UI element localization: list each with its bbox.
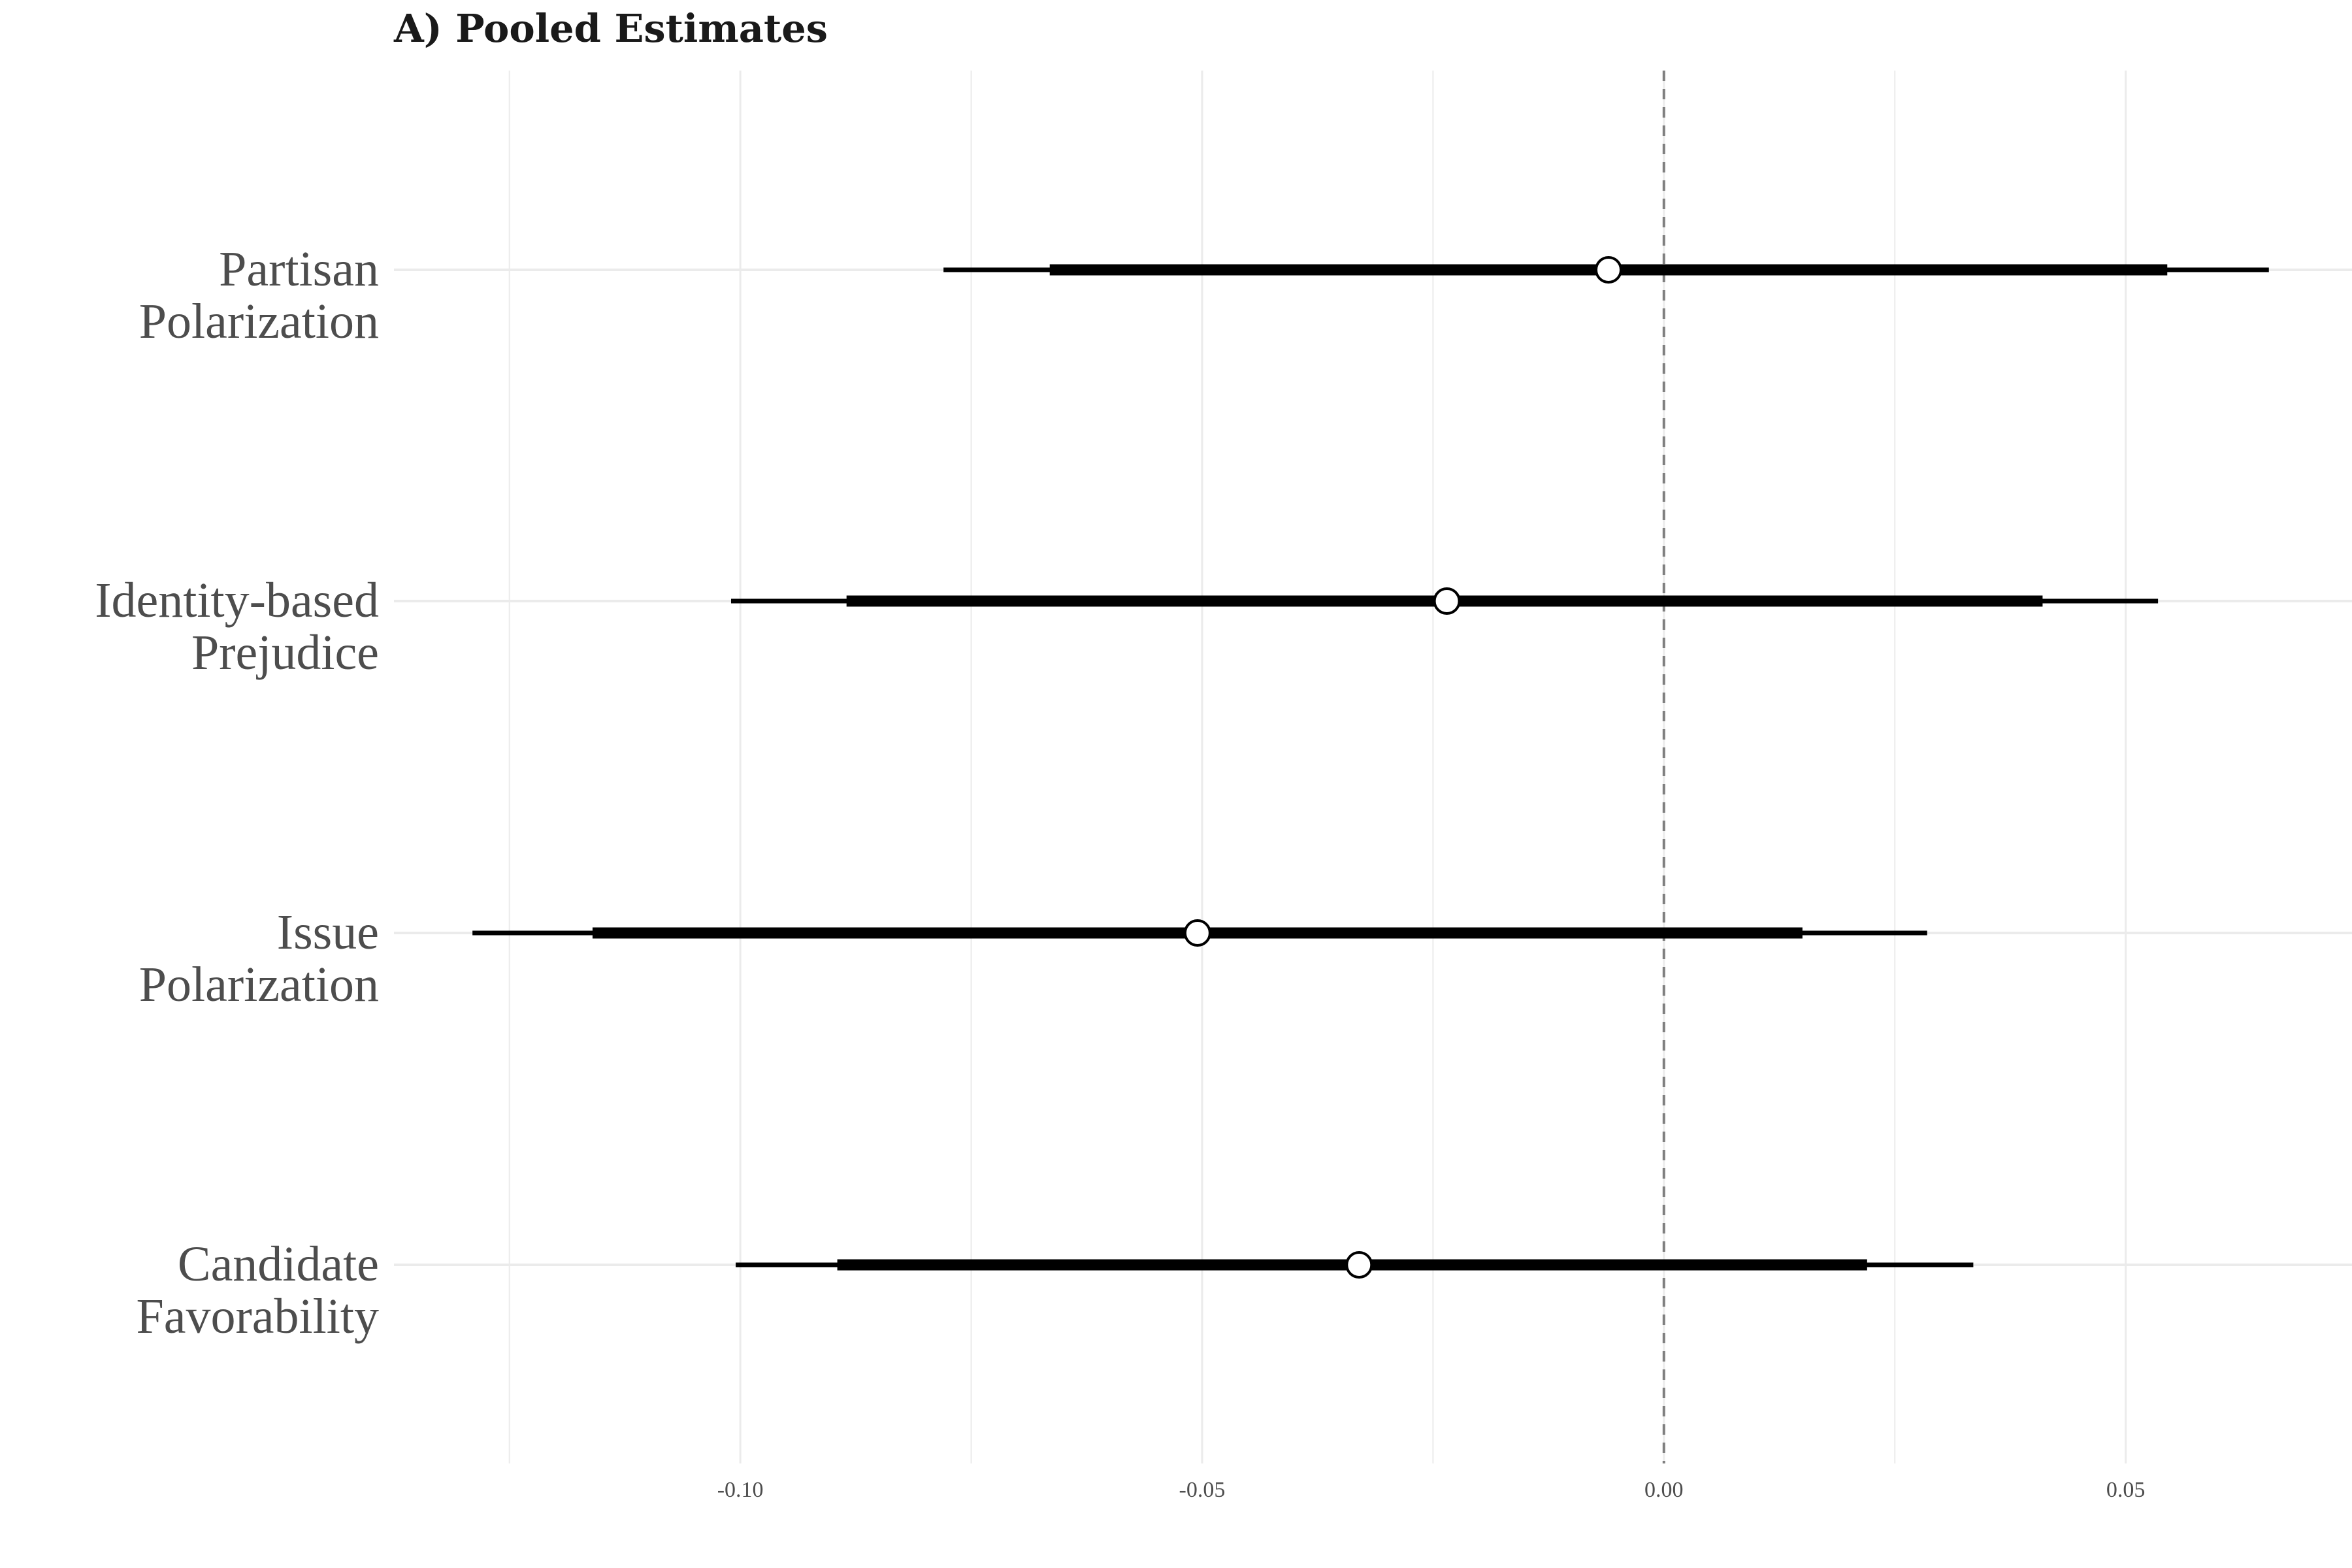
point-estimate	[1183, 919, 1211, 947]
x-axis-tick-label: -0.05	[1179, 1478, 1226, 1502]
y-axis-label-line: Issue	[277, 905, 379, 960]
y-axis-label-line: Polarization	[139, 957, 379, 1012]
y-axis-label: Issue Polarization	[139, 905, 379, 1012]
y-axis-label-line: Partisan	[219, 242, 379, 297]
y-axis-label: Identity-based Prejudice	[95, 573, 379, 680]
y-axis-label-line: Candidate	[178, 1237, 379, 1292]
y-axis-label-line: Favorability	[136, 1289, 379, 1344]
x-axis-tick-label: 0.00	[1644, 1478, 1684, 1502]
y-axis-label-line: Polarization	[139, 294, 379, 349]
x-axis-tick-label: -0.10	[717, 1478, 764, 1502]
point-estimate	[1433, 587, 1461, 615]
y-axis-label-line: Prejudice	[191, 625, 379, 680]
point-estimate	[1594, 256, 1622, 284]
point-group	[1183, 256, 1622, 1279]
grid-lines	[394, 71, 2352, 1463]
point-estimate	[1345, 1251, 1373, 1279]
y-axis-label: Partisan Polarization	[139, 242, 379, 349]
x-axis-tick-label: 0.05	[2106, 1478, 2146, 1502]
y-axis-label: Candidate Favorability	[136, 1237, 379, 1344]
chart-title: A) Pooled Estimates	[393, 6, 828, 51]
y-axis-label-line: Identity-based	[95, 573, 379, 628]
interval-group	[472, 264, 2269, 1271]
x-axis-tick-labels: -0.10 -0.05 0.00 0.05	[717, 1478, 2146, 1502]
